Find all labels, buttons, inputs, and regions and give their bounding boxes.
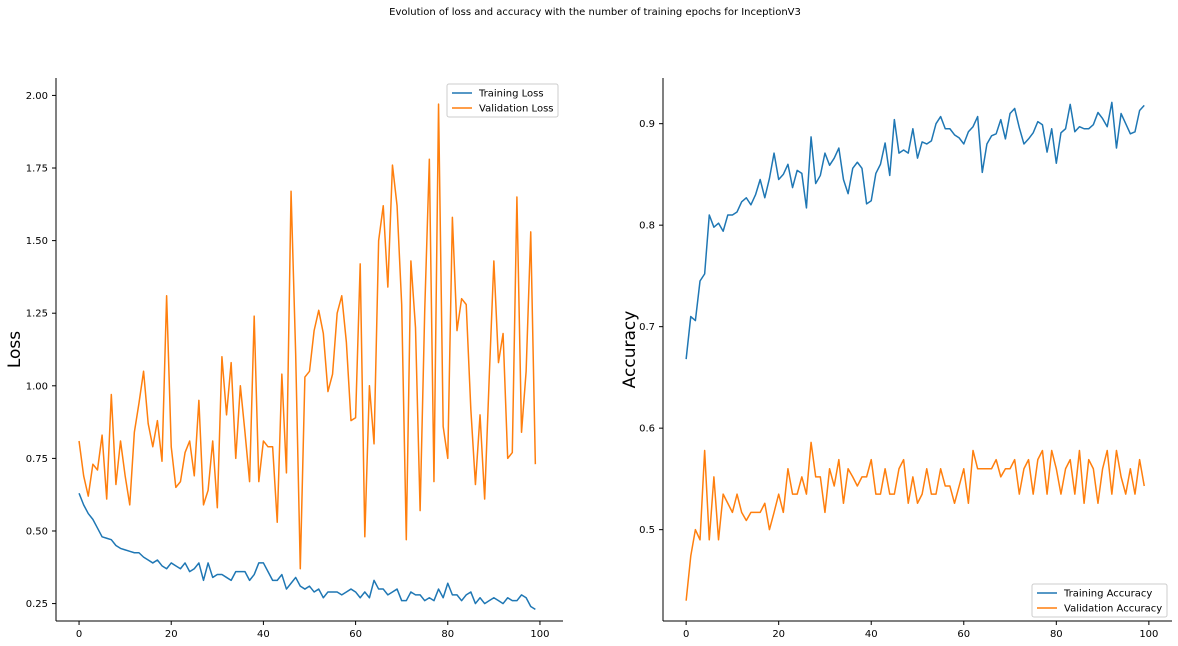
y-tick-label: 2.00 xyxy=(26,91,48,102)
x-tick-label: 20 xyxy=(165,629,178,640)
x-tick-label: 40 xyxy=(865,629,878,640)
y-tick-label: 0.7 xyxy=(639,322,655,333)
series-line-training-loss xyxy=(78,492,536,611)
x-tick-label: 0 xyxy=(683,629,689,640)
y-tick-label: 1.00 xyxy=(26,381,48,392)
legend-box xyxy=(446,83,559,118)
accuracy-chart: 0 20 40 60 80 100 0.5 0.6 0.7 0.8 0.9 Accuracy Train… xyxy=(620,78,1172,640)
legend-label: Training Accuracy xyxy=(1063,589,1152,600)
y-tick-label: 0.5 xyxy=(639,525,655,536)
y-tick-label: 1.75 xyxy=(26,164,48,175)
y-tick-label: 0.8 xyxy=(639,221,655,232)
series-line-validation-loss xyxy=(78,103,537,570)
figure-title: Evolution of loss and accuracy with the … xyxy=(389,7,801,18)
y-tick-label: 0.9 xyxy=(639,119,655,130)
x-tick-label: 100 xyxy=(530,629,549,640)
x-tick-label: 100 xyxy=(1139,629,1158,640)
x-tick-label: 0 xyxy=(76,629,82,640)
series-line-validation-accuracy xyxy=(685,441,1145,601)
y-axis-label: Accuracy xyxy=(620,311,640,389)
y-tick-label: 1.50 xyxy=(26,236,48,247)
legend-label: Validation Accuracy xyxy=(1064,604,1162,615)
legend: Training Accuracy Validation Accuracy xyxy=(1031,583,1168,618)
y-tick-label: 0.50 xyxy=(26,526,48,537)
series-line-training-accuracy xyxy=(685,101,1145,360)
x-tick-label: 40 xyxy=(257,629,270,640)
legend-label: Training Loss xyxy=(478,89,544,100)
y-tick-label: 0.75 xyxy=(26,454,48,465)
x-tick-label: 60 xyxy=(349,629,362,640)
legend-box xyxy=(1031,583,1168,618)
x-tick-label: 20 xyxy=(772,629,785,640)
loss-chart: 0 20 40 60 80 100 0.25 0.50 0.75 1.00 1.25 1.50 1.75… xyxy=(5,78,563,640)
y-tick-label: 0.6 xyxy=(639,424,655,435)
x-tick-label: 60 xyxy=(957,629,970,640)
y-axis-label: Loss xyxy=(5,331,25,368)
y-tick-label: 0.25 xyxy=(26,599,48,610)
y-tick-label: 1.25 xyxy=(26,309,48,320)
x-tick-label: 80 xyxy=(441,629,454,640)
x-tick-label: 80 xyxy=(1050,629,1063,640)
legend-label: Validation Loss xyxy=(479,104,554,115)
legend: Training Loss Validation Loss xyxy=(446,83,559,118)
